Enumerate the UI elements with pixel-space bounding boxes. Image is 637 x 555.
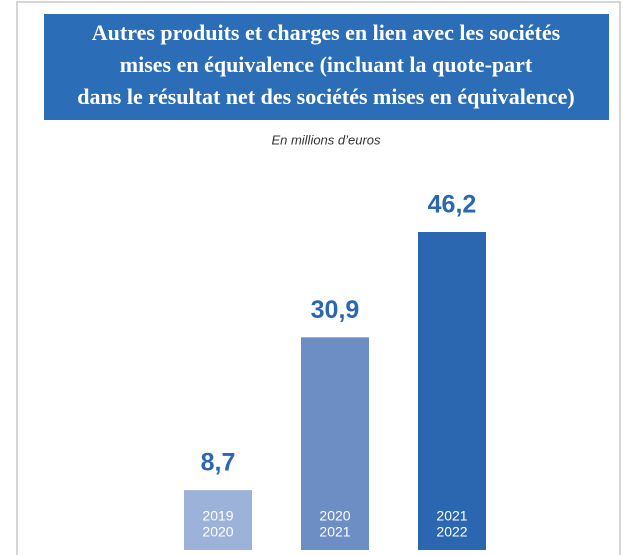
frame — [16, 1, 621, 555]
value-label: 30,9 — [311, 296, 360, 324]
title-box — [44, 14, 609, 120]
bar — [418, 232, 486, 550]
bar — [184, 490, 252, 550]
category-label: 2021 — [436, 508, 467, 524]
category-label: 2019 — [202, 508, 233, 524]
value-label: 8,7 — [201, 449, 236, 477]
subtitle: En millions d’euros — [271, 132, 381, 147]
chart-title: dans le résultat net des sociétés mises … — [77, 84, 574, 109]
chart-title: Autres produits et charges en lien avec … — [92, 20, 561, 45]
category-label: 2020 — [319, 508, 350, 524]
bar — [301, 337, 369, 550]
value-label: 46,2 — [428, 191, 477, 219]
chart-title: mises en équivalence (incluant la quote-… — [120, 52, 533, 77]
category-label: 2021 — [319, 524, 350, 540]
category-label: 2022 — [436, 524, 467, 540]
category-label: 2020 — [202, 524, 233, 540]
